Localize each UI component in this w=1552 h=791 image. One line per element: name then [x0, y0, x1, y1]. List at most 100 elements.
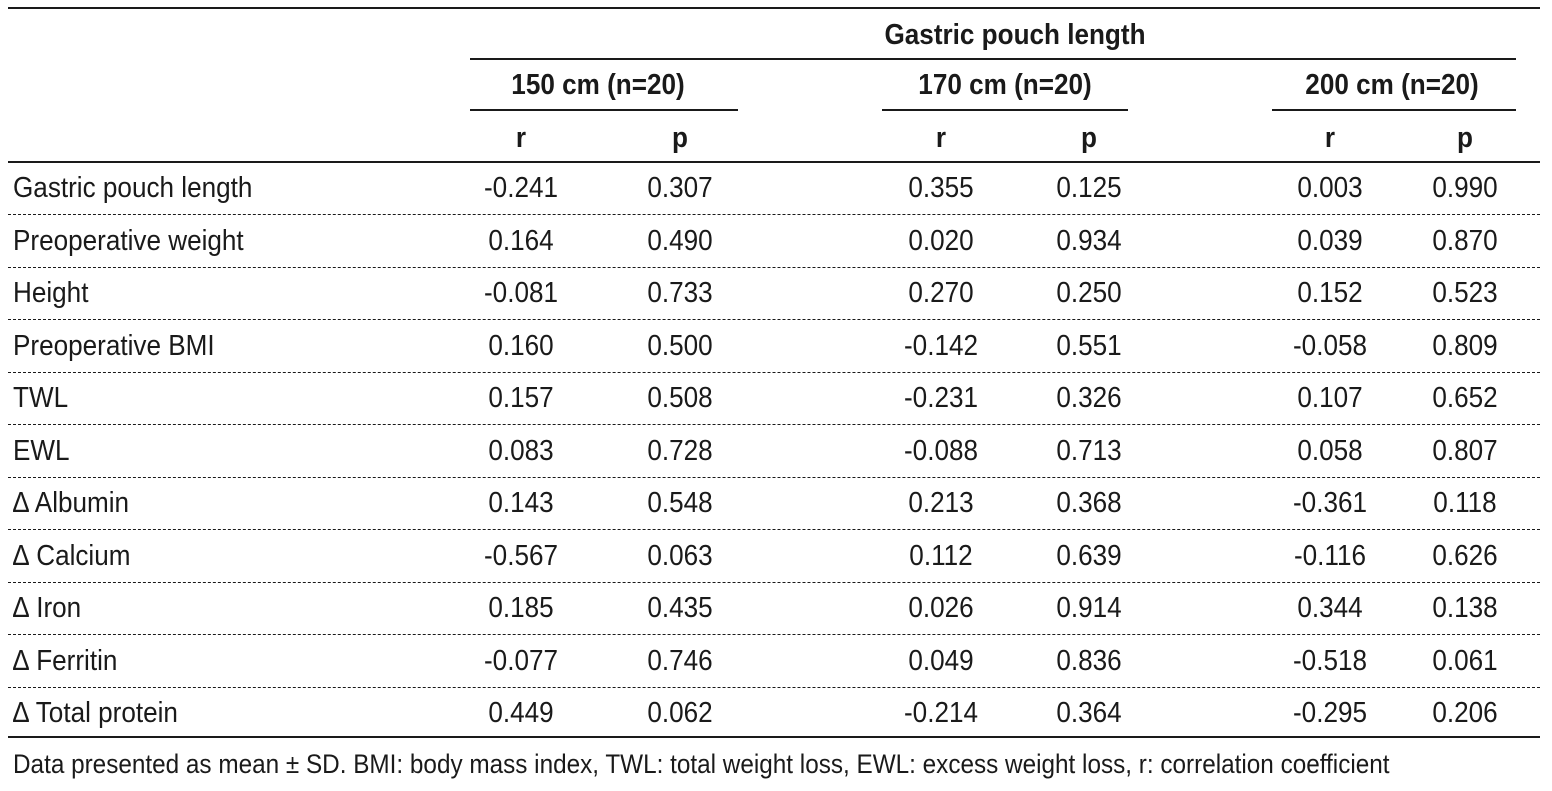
row-label: Preoperative weight — [13, 224, 244, 257]
table-cell: 0.049 — [908, 644, 974, 677]
row-divider — [8, 214, 1540, 215]
table-cell: 0.626 — [1432, 539, 1498, 572]
row-divider — [8, 266, 1540, 268]
table-cell: 0.344 — [1297, 592, 1363, 624]
table-cell: 0.157 — [488, 382, 554, 414]
group-header-200: 200 cm (n=20) — [1305, 69, 1479, 101]
table-cell: -0.361 — [1292, 487, 1367, 519]
table-cell: 0.063 — [647, 539, 713, 572]
table-cell: 0.807 — [1432, 434, 1498, 467]
table-cell: 0.809 — [1432, 329, 1498, 362]
table-cell: 0.138 — [1432, 592, 1498, 624]
row-label: ∆ Iron — [13, 592, 82, 624]
table-cell: 0.206 — [1432, 697, 1498, 729]
subcol-r-150: r — [515, 122, 527, 154]
table-cell: 0.733 — [647, 277, 713, 309]
table-cell: 0.990 — [1432, 172, 1498, 204]
row-divider — [8, 529, 1540, 530]
table-cell: 0.062 — [647, 697, 713, 729]
row-divider — [8, 424, 1540, 425]
row-divider — [8, 476, 1540, 478]
table-cell: 0.490 — [647, 224, 713, 257]
table-cell: 0.914 — [1056, 592, 1122, 624]
table-cell: 0.125 — [1056, 172, 1122, 204]
table-cell: 0.435 — [647, 592, 713, 624]
table-cell: -0.241 — [483, 172, 558, 204]
subcol-r-200: r — [1324, 122, 1336, 154]
row-divider — [8, 581, 1540, 583]
row-label: TWL — [13, 382, 69, 414]
table-cell: 0.160 — [488, 329, 554, 362]
row-label: Gastric pouch length — [13, 172, 253, 204]
subcol-p-170: p — [1081, 122, 1097, 154]
group-150-underline — [470, 109, 738, 111]
table-cell: 0.061 — [1432, 644, 1498, 677]
table-cell: 0.728 — [647, 434, 713, 467]
table-cell: 0.270 — [908, 277, 974, 309]
top-border — [8, 7, 1540, 9]
table-cell: -0.088 — [903, 434, 978, 467]
row-label: ∆ Albumin — [13, 487, 130, 519]
table-cell: -0.295 — [1292, 697, 1367, 729]
table-cell: 0.307 — [647, 172, 713, 204]
table-cell: 0.020 — [908, 224, 974, 257]
row-divider — [8, 634, 1540, 635]
table-cell: 0.143 — [488, 487, 554, 519]
table-cell: 0.003 — [1297, 172, 1363, 204]
table-cell: -0.567 — [483, 539, 558, 572]
table-cell: 0.058 — [1297, 434, 1363, 467]
table-cell: 0.713 — [1056, 434, 1122, 467]
table-cell: -0.081 — [483, 277, 558, 309]
header-bottom-border — [8, 161, 1540, 163]
footnote: Data presented as mean ± SD. BMI: body m… — [13, 749, 1390, 779]
table-cell: -0.116 — [1293, 539, 1367, 572]
row-divider — [8, 319, 1540, 320]
row-label: Height — [13, 277, 89, 309]
row-label: Preoperative BMI — [13, 329, 215, 362]
table-cell: 0.118 — [1433, 487, 1497, 519]
table-cell: 0.639 — [1056, 539, 1122, 572]
group-170-underline — [882, 109, 1128, 111]
table-cell: 0.152 — [1297, 277, 1363, 309]
table-cell: -0.518 — [1292, 644, 1367, 677]
table-cell: 0.368 — [1056, 487, 1122, 519]
table-cell: 0.746 — [647, 644, 713, 677]
table-cell: -0.142 — [903, 329, 978, 362]
table-cell: 0.508 — [647, 382, 713, 414]
subcol-p-200: p — [1457, 122, 1473, 154]
table-cell: -0.058 — [1292, 329, 1367, 362]
group-title-underline — [470, 58, 1516, 60]
table-cell: 0.548 — [647, 487, 713, 519]
group-200-underline — [1272, 109, 1516, 111]
table-cell: -0.214 — [903, 697, 978, 729]
table-cell: 0.836 — [1056, 644, 1122, 677]
table-cell: 0.870 — [1432, 224, 1498, 257]
row-divider — [8, 686, 1540, 688]
subcol-r-170: r — [935, 122, 947, 154]
table-cell: 0.449 — [488, 697, 554, 729]
table-cell: 0.523 — [1432, 277, 1498, 309]
table-cell: 0.164 — [488, 224, 554, 257]
table-cell: 0.112 — [909, 539, 973, 572]
table-cell: 0.364 — [1056, 697, 1122, 729]
bottom-border — [8, 736, 1540, 738]
subcol-p-150: p — [672, 122, 688, 154]
group-title: Gastric pouch length — [884, 19, 1146, 51]
table-cell: 0.551 — [1056, 329, 1122, 362]
table-cell: 0.083 — [488, 434, 554, 467]
table-cell: 0.934 — [1056, 224, 1122, 257]
table-cell: 0.026 — [908, 592, 974, 624]
table-cell: 0.250 — [1056, 277, 1122, 309]
table-cell: 0.652 — [1432, 382, 1498, 414]
row-label: ∆ Ferritin — [13, 644, 118, 677]
row-label: EWL — [13, 434, 70, 467]
row-divider — [8, 371, 1540, 373]
row-label: ∆ Total protein — [13, 697, 178, 729]
table-cell: 0.185 — [488, 592, 554, 624]
table-cell: 0.355 — [908, 172, 974, 204]
table-cell: 0.107 — [1297, 382, 1363, 414]
table-cell: 0.039 — [1297, 224, 1363, 257]
group-header-150: 150 cm (n=20) — [511, 69, 685, 101]
table-cell: 0.213 — [908, 487, 974, 519]
row-label: ∆ Calcium — [13, 539, 131, 572]
